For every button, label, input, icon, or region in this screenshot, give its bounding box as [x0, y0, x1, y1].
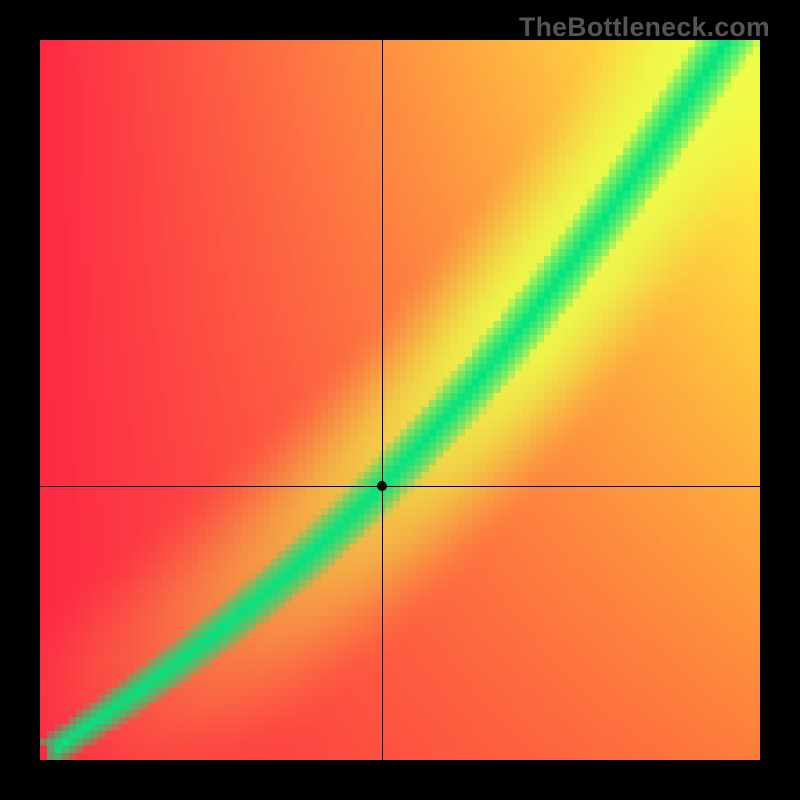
- watermark-text: TheBottleneck.com: [519, 12, 770, 43]
- bottleneck-heatmap: [40, 40, 760, 760]
- crosshair-horizontal: [40, 486, 760, 487]
- crosshair-vertical: [382, 40, 383, 760]
- chart-container: TheBottleneck.com: [0, 0, 800, 800]
